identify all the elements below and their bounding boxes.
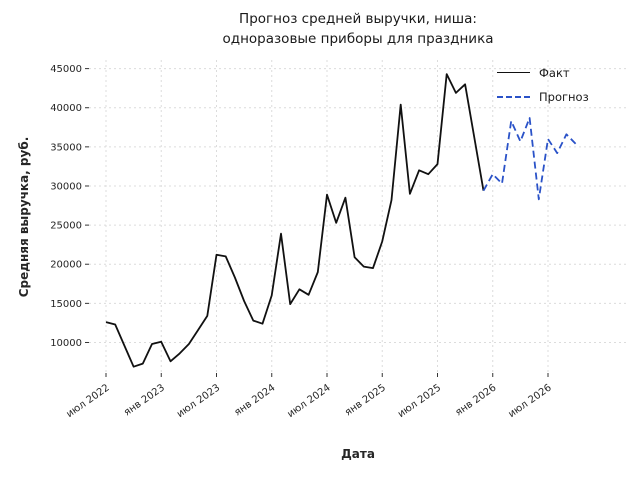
legend-item-fact: Факт xyxy=(497,64,627,81)
x-tick-label: июл 2025 xyxy=(396,382,443,420)
y-tick-label: 35000 xyxy=(50,142,82,153)
axis-ticks xyxy=(85,68,549,377)
y-tick-label: 30000 xyxy=(50,181,82,192)
legend: Факт Прогноз xyxy=(497,64,627,105)
y-tick-label: 10000 xyxy=(50,338,82,349)
fact-line xyxy=(105,73,485,368)
chart-title-line2: одноразовые приборы для праздника xyxy=(222,31,494,47)
legend-label-forecast: Прогноз xyxy=(539,89,589,104)
x-tick-label: июл 2024 xyxy=(286,382,333,420)
x-tick-label: янв 2023 xyxy=(122,382,167,418)
y-tick-label: 15000 xyxy=(50,299,82,310)
y-axis-title: Средняя выручка, руб. xyxy=(17,136,31,298)
x-tick-label: июл 2022 xyxy=(65,382,112,420)
legend-item-forecast: Прогноз xyxy=(497,88,627,105)
x-tick-label: янв 2024 xyxy=(233,382,278,418)
y-tick-label: 25000 xyxy=(50,221,82,232)
x-tick-label: июл 2026 xyxy=(507,382,554,420)
x-tick-label: янв 2026 xyxy=(454,382,499,418)
x-axis-title: Дата xyxy=(341,447,375,461)
forecast-line-sample xyxy=(497,95,530,98)
y-tick-label: 45000 xyxy=(50,64,82,75)
grid-lines xyxy=(89,60,627,373)
x-tick-label: июл 2023 xyxy=(175,382,222,420)
x-tick-label: янв 2025 xyxy=(343,382,388,418)
fact-line-sample xyxy=(497,72,530,73)
legend-label-fact: Факт xyxy=(539,65,570,80)
tick-labels: 10000 15000 20000 25000 30000 35000 40000 45000… xyxy=(50,64,554,420)
forecast-line xyxy=(482,117,577,201)
y-tick-label: 20000 xyxy=(50,260,82,271)
chart-title: Прогноз средней выручки, ниша: одноразов… xyxy=(89,9,627,49)
y-tick-label: 40000 xyxy=(50,103,82,114)
chart-title-line1: Прогноз средней выручки, ниша: xyxy=(239,11,477,27)
